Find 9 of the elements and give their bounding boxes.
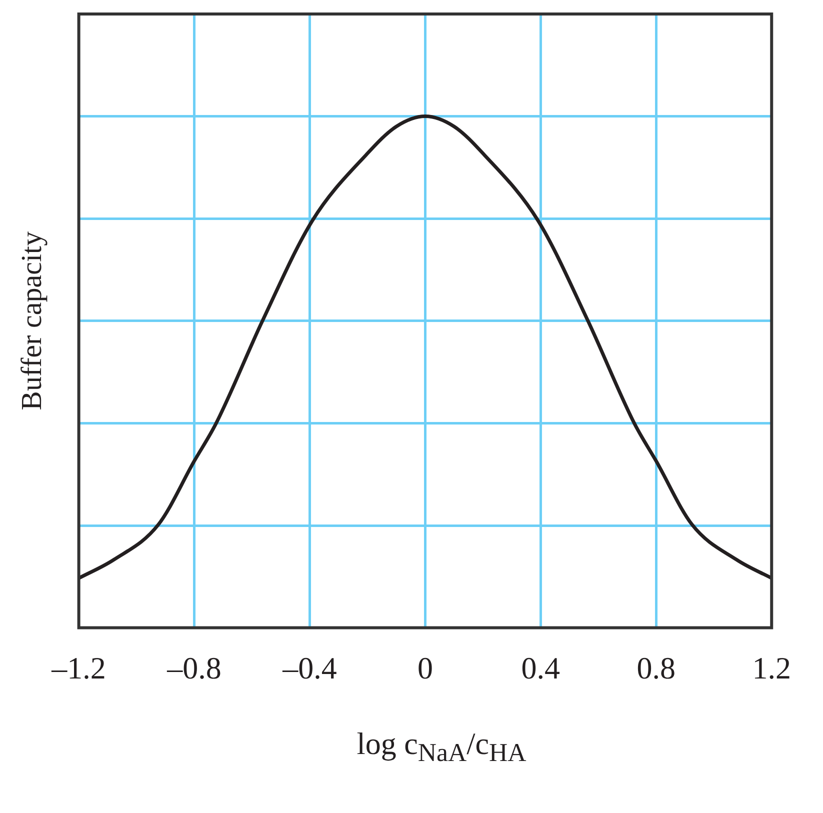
x-tick-label: –0.8 bbox=[166, 650, 222, 686]
x-tick-label: 1.2 bbox=[752, 650, 791, 686]
y-axis-title: Buffer capacity bbox=[16, 230, 48, 410]
x-tick-label: 0.8 bbox=[636, 650, 676, 686]
x-axis-title: log c$_{NaA}$/c$_{HA}$ bbox=[356, 726, 528, 768]
x-tick-label: 0 bbox=[417, 650, 433, 686]
x-tick-label: 0.4 bbox=[521, 650, 561, 686]
x-tick-label: –0.4 bbox=[282, 650, 338, 686]
x-tick-label: –1.2 bbox=[50, 650, 106, 686]
